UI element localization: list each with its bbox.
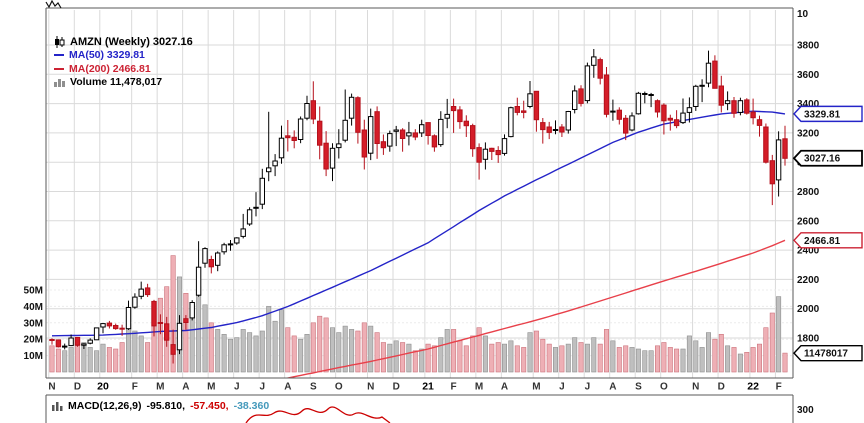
svg-text:3200: 3200 — [797, 128, 820, 139]
svg-text:M: M — [475, 382, 483, 393]
svg-text:3027.16: 3027.16 — [804, 154, 841, 165]
svg-text:2400: 2400 — [797, 246, 820, 257]
macd-icon — [52, 402, 63, 411]
svg-text:M: M — [532, 382, 540, 393]
svg-text:2466.81: 2466.81 — [804, 236, 841, 247]
symbol-legend: AMZN (Weekly) 3027.16 — [54, 35, 193, 49]
svg-text:10M: 10M — [24, 351, 43, 362]
ma200-legend: MA(200) 2466.81 — [54, 62, 193, 76]
volume-bars-icon — [54, 79, 65, 88]
macd-value-signal: -57.450, — [190, 400, 229, 412]
svg-text:3600: 3600 — [797, 70, 820, 81]
svg-text:2600: 2600 — [797, 216, 820, 227]
svg-text:2200: 2200 — [797, 275, 820, 286]
svg-text:D: D — [74, 382, 81, 393]
svg-text:A: A — [609, 382, 616, 393]
macd-legend: MACD(12,26,9) -95.810, -57.450, -38.360 — [52, 400, 269, 412]
svg-text:D: D — [393, 382, 400, 393]
svg-text:M: M — [156, 382, 164, 393]
svg-text:A: A — [501, 382, 508, 393]
svg-text:22: 22 — [747, 381, 759, 393]
svg-text:A: A — [284, 382, 291, 393]
ma50-legend: MA(50) 3329.81 — [54, 49, 193, 63]
svg-text:M: M — [207, 382, 215, 393]
volume-bars — [49, 255, 788, 373]
upper-indicator-sliver — [45, 0, 62, 9]
macd-value-hist: -38.360 — [233, 400, 270, 412]
ma50-line — [51, 110, 786, 337]
ma200-line — [284, 239, 786, 378]
svg-text:D: D — [718, 382, 725, 393]
macd-line-sliver — [245, 406, 391, 423]
chart-legend: AMZN (Weekly) 3027.16 MA(50) 3329.81 MA(… — [54, 35, 193, 89]
svg-text:300: 300 — [797, 405, 814, 416]
svg-text:2800: 2800 — [797, 187, 820, 198]
svg-text:J: J — [260, 382, 266, 393]
svg-text:50M: 50M — [24, 286, 43, 297]
svg-text:3329.81: 3329.81 — [804, 109, 841, 120]
svg-text:O: O — [335, 382, 343, 393]
svg-text:3400: 3400 — [797, 99, 820, 110]
svg-text:N: N — [367, 382, 374, 393]
svg-text:10: 10 — [797, 9, 809, 20]
axis-callout — [792, 149, 863, 167]
svg-text:A: A — [182, 382, 189, 393]
svg-text:S: S — [310, 382, 317, 393]
plot-area — [49, 49, 788, 378]
ma50-label: MA(50) 3329.81 — [69, 49, 145, 62]
svg-text:N: N — [692, 382, 699, 393]
macd-value-line: -95.810, — [146, 400, 186, 412]
svg-text:30M: 30M — [24, 318, 43, 329]
symbol-title: AMZN (Weekly) 3027.16 — [70, 35, 193, 48]
svg-text:40M: 40M — [24, 302, 43, 313]
volume-label: Volume 11,478,017 — [70, 76, 163, 89]
svg-text:11478017: 11478017 — [804, 349, 848, 360]
candles-layer — [49, 49, 788, 364]
ma200-line-icon — [54, 67, 64, 70]
svg-text:F: F — [451, 382, 457, 393]
svg-text:J: J — [585, 382, 591, 393]
ma200-label: MA(200) 2466.81 — [69, 62, 151, 75]
ma50-line-icon — [54, 54, 64, 57]
svg-text:1800: 1800 — [797, 334, 820, 345]
candlestick-icon — [55, 35, 65, 48]
svg-text:21: 21 — [422, 381, 434, 393]
axis-callout — [793, 232, 863, 249]
svg-text:3800: 3800 — [797, 41, 820, 52]
grid-lines — [46, 10, 793, 378]
axis-callout — [793, 105, 863, 123]
macd-label: MACD(12,26,9) — [68, 400, 142, 412]
volume-legend: Volume 11,478,017 — [54, 76, 193, 90]
svg-text:O: O — [660, 382, 668, 393]
svg-text:S: S — [635, 382, 642, 393]
svg-text:J: J — [559, 382, 565, 393]
axis-callout — [793, 344, 863, 362]
svg-text:F: F — [776, 382, 782, 393]
svg-text:2000: 2000 — [797, 304, 820, 315]
svg-text:N: N — [48, 382, 55, 393]
svg-text:F: F — [132, 382, 138, 393]
svg-text:J: J — [234, 382, 240, 393]
svg-text:20M: 20M — [24, 335, 43, 346]
svg-text:20: 20 — [97, 381, 109, 393]
